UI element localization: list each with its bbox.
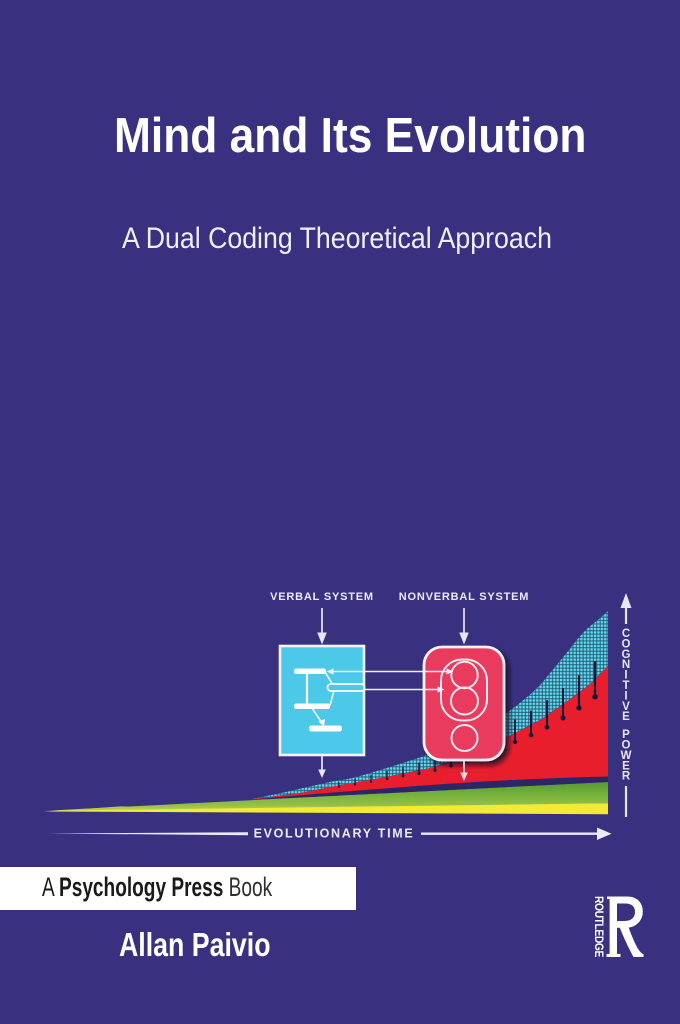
svg-text:P: P bbox=[622, 729, 630, 741]
svg-text:O: O bbox=[622, 638, 631, 650]
svg-text:W: W bbox=[621, 750, 632, 762]
svg-text:C: C bbox=[622, 628, 630, 640]
svg-text:V: V bbox=[622, 701, 630, 713]
svg-text:I: I bbox=[624, 690, 627, 702]
svg-text:E: E bbox=[622, 711, 630, 723]
svg-text:G: G bbox=[622, 649, 631, 661]
svg-text:O: O bbox=[622, 740, 631, 752]
svg-text:R: R bbox=[622, 771, 631, 783]
svg-text:VERBAL SYSTEM: VERBAL SYSTEM bbox=[270, 591, 374, 603]
svg-text:E: E bbox=[622, 760, 630, 772]
svg-text:I: I bbox=[624, 670, 627, 682]
svg-text:EVOLUTIONARY TIME: EVOLUTIONARY TIME bbox=[254, 827, 415, 841]
svg-text:T: T bbox=[622, 680, 629, 692]
svg-text:NONVERBAL SYSTEM: NONVERBAL SYSTEM bbox=[399, 591, 530, 603]
svg-text:N: N bbox=[622, 659, 630, 671]
